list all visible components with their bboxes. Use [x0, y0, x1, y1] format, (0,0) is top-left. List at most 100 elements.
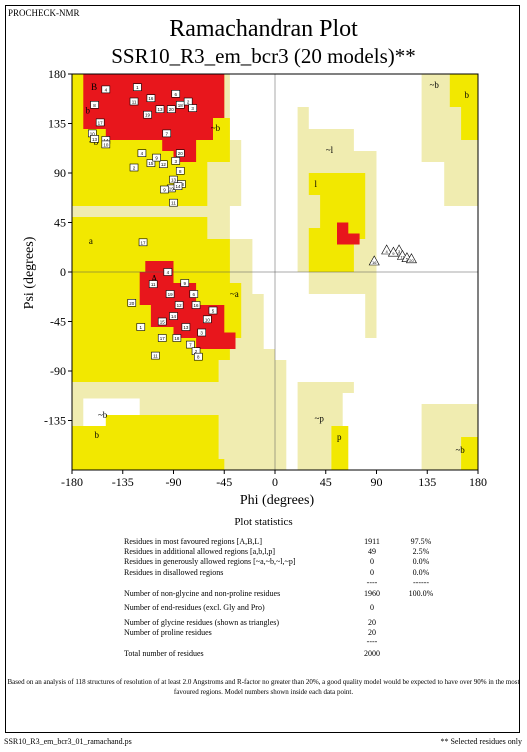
- data-point-label: 11: [171, 201, 176, 206]
- region-label: ~p: [314, 413, 324, 423]
- data-point: [203, 315, 212, 324]
- data-point-label: 19: [169, 186, 175, 191]
- stats-label: Number of proline residues: [124, 628, 212, 637]
- data-point: [172, 334, 182, 342]
- region-label: l: [314, 179, 317, 189]
- stats-value: 49: [368, 547, 376, 556]
- zero-lines: [72, 74, 478, 470]
- stats-label: Number of glycine residues (shown as tri…: [124, 618, 280, 627]
- data-point: [159, 160, 168, 168]
- stats-percent: ------: [413, 578, 429, 587]
- data-point-label: 4: [105, 87, 108, 92]
- data-point-label: 12: [177, 303, 183, 308]
- stats-row: Residues in additional allowed regions […: [124, 547, 444, 557]
- data-point: [166, 105, 176, 113]
- data-point: [138, 238, 148, 247]
- stats-value: 1960: [364, 589, 380, 598]
- data-point: [101, 140, 111, 149]
- stats-row: Residues in disallowed regions 0 0.0%: [124, 568, 444, 578]
- data-point: [148, 280, 158, 288]
- data-point-label: 19: [168, 292, 174, 297]
- region-label: ~b: [455, 445, 465, 455]
- stats-row: Residues in generously allowed regions […: [124, 557, 444, 567]
- data-point: [146, 94, 156, 102]
- data-point: [208, 306, 218, 315]
- data-point: [174, 301, 184, 309]
- file-name: SSR10_R3_em_bcr3_01_ramachand.ps: [4, 737, 132, 746]
- data-point-label: 14: [176, 184, 182, 189]
- y-tick-label: -135: [44, 414, 66, 428]
- data-point: [180, 279, 190, 287]
- core-region-alpha: [139, 261, 236, 349]
- x-tick-label: -45: [216, 475, 232, 489]
- glycine-label: 3: [398, 249, 401, 254]
- data-point: [171, 157, 181, 165]
- stats-row: ----: [124, 637, 444, 647]
- stats-label: Residues in disallowed regions: [124, 568, 224, 577]
- data-point-label: 17: [160, 336, 166, 341]
- x-tick-label: 90: [371, 475, 383, 489]
- data-point-label: 2: [195, 349, 198, 354]
- x-tick-label: -135: [112, 475, 134, 489]
- y-tick-label: 45: [54, 216, 66, 230]
- program-header: PROCHECK-NMR: [8, 8, 80, 18]
- x-tick-label: 135: [418, 475, 436, 489]
- data-point: [151, 351, 160, 360]
- ramachandran-plot: -180 -135 -90 -45 0 45 90 135 18018013590450-45-…: [22, 67, 487, 508]
- quality-note: Based on an analysis of 118 structures o…: [7, 678, 520, 696]
- glycine-triangle: [387, 246, 399, 257]
- glycine-triangle: [405, 253, 417, 264]
- region-label: ~a: [230, 289, 239, 299]
- data-point: [194, 352, 203, 361]
- data-point: [197, 328, 206, 337]
- stats-row: Number of end-residues (excl. Gly and Pr…: [124, 603, 444, 613]
- glycine-triangle: [381, 244, 393, 255]
- data-point: [191, 301, 201, 309]
- chart-title: Ramachandran Plot: [169, 16, 358, 42]
- data-point: [127, 298, 137, 307]
- data-point: [189, 290, 199, 298]
- data-point: [175, 149, 185, 157]
- data-point-label: 2: [187, 100, 190, 105]
- data-point: [133, 83, 142, 91]
- data-point-label: 15: [148, 161, 154, 166]
- data-point: [165, 290, 175, 298]
- allowed-region-p: [331, 426, 349, 470]
- region-label: A: [151, 274, 158, 284]
- data-point: [136, 323, 146, 331]
- data-point-label: 16: [194, 303, 200, 308]
- region-label: b: [95, 430, 100, 440]
- x-tick-label: -180: [61, 475, 83, 489]
- data-point-label: 9: [163, 188, 166, 193]
- x-tick-label: 0: [272, 475, 278, 489]
- data-point: [188, 104, 197, 112]
- region-label: ~l: [326, 145, 334, 155]
- core-region-l: [337, 222, 360, 245]
- data-point: [160, 185, 169, 194]
- data-point-label: 9: [155, 156, 158, 161]
- data-point: [169, 312, 178, 320]
- data-point: [186, 340, 195, 349]
- data-point-label: 20: [129, 301, 135, 306]
- stats-percent: 2.5%: [412, 547, 430, 556]
- y-tick-label: 90: [54, 166, 66, 180]
- stats-value: 0: [370, 568, 374, 577]
- data-point-label: 3: [191, 106, 194, 111]
- stats-value: 1911: [364, 537, 380, 546]
- data-point: [155, 105, 165, 113]
- data-point: [163, 268, 173, 276]
- stats-label: Number of non-glycine and non-proline re…: [124, 589, 281, 598]
- y-axis-label: Psi (degrees): [22, 236, 37, 309]
- glycine-label: 4: [386, 249, 389, 254]
- data-point-label: 8: [197, 355, 200, 360]
- data-point: [101, 85, 111, 94]
- data-point: [183, 97, 193, 106]
- stats-label: Residues in most favoured regions [A,B,L…: [124, 537, 262, 546]
- data-point-label: 15: [160, 320, 166, 325]
- glycine-label: 5: [406, 257, 409, 262]
- region-label: b: [86, 105, 91, 115]
- data-point: [95, 118, 105, 127]
- data-point: [137, 149, 147, 157]
- x-tick-label: 45: [320, 475, 332, 489]
